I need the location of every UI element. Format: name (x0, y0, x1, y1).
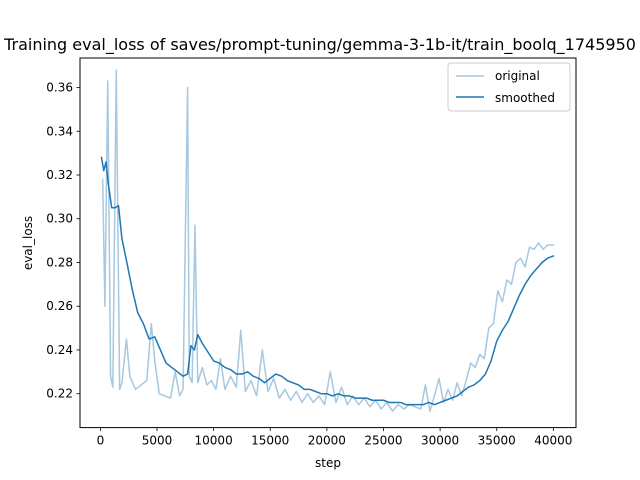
y-tick-label: 0.24 (46, 343, 73, 357)
legend-label-original: original (495, 69, 540, 83)
x-tick-label: 25000 (364, 434, 402, 448)
series-line-original (101, 69, 555, 412)
y-axis-label: eval_loss (21, 216, 35, 270)
y-tick-label: 0.34 (46, 124, 73, 138)
plot-frame (79, 57, 577, 429)
series-line-smoothed (100, 156, 555, 406)
x-axis-ticks: 0 5000 10000 15000 20000 25000 30000 35000 40000 (97, 427, 572, 448)
y-tick-label: 0.32 (46, 168, 73, 182)
x-tick-label: 5000 (142, 434, 173, 448)
x-tick-label: 0 (97, 434, 105, 448)
plot-lines (100, 69, 555, 412)
x-tick-label: 30000 (421, 434, 459, 448)
y-tick-label: 0.30 (46, 212, 73, 226)
legend-label-smoothed: smoothed (495, 91, 555, 105)
chart-title: Training eval_loss of saves/prompt-tunin… (3, 35, 636, 55)
legend-box (447, 62, 571, 112)
x-tick-label: 40000 (534, 434, 572, 448)
y-tick-label: 0.22 (46, 387, 73, 401)
x-tick-label: 15000 (251, 434, 289, 448)
y-tick-label: 0.36 (46, 81, 73, 95)
y-tick-label: 0.28 (46, 255, 73, 269)
x-tick-label: 10000 (195, 434, 233, 448)
x-tick-label: 20000 (308, 434, 346, 448)
legend: original smoothed (447, 62, 571, 112)
x-tick-label: 35000 (478, 434, 516, 448)
y-axis-ticks: 0.22 0.24 0.26 0.28 0.30 0.32 0.34 0.36 (46, 81, 80, 401)
x-axis-label: step (315, 456, 341, 470)
y-tick-label: 0.26 (46, 299, 73, 313)
